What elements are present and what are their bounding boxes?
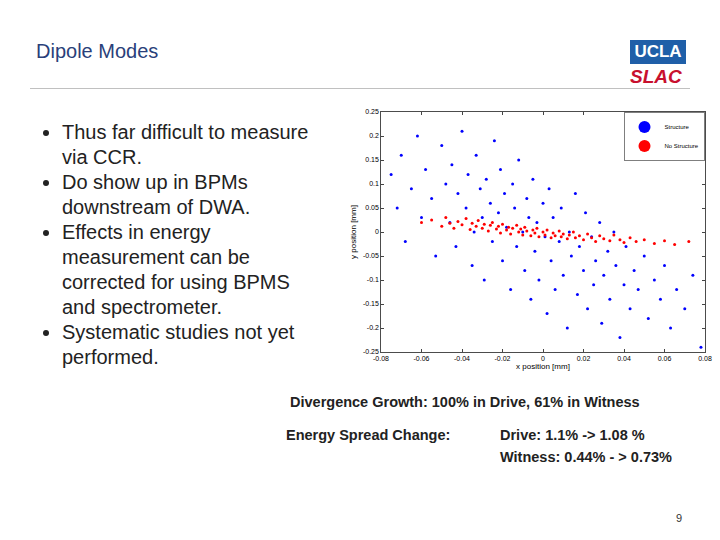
svg-text:-0.06: -0.06 bbox=[414, 355, 430, 362]
html-text:9: 9 bbox=[676, 512, 683, 524]
html-text:UCLA: UCLA bbox=[634, 42, 682, 61]
svg-text:0.25: 0.25 bbox=[365, 108, 379, 115]
svg-text:-0.02: -0.02 bbox=[495, 355, 511, 362]
svg-text:y position [mm]: y position [mm] bbox=[349, 205, 358, 259]
svg-text:0.05: 0.05 bbox=[365, 204, 379, 211]
svg-text:0.08: 0.08 bbox=[698, 355, 712, 362]
svg-text:0.04: 0.04 bbox=[617, 355, 631, 362]
svg-text:0: 0 bbox=[541, 355, 545, 362]
svg-text:-0.15: -0.15 bbox=[363, 300, 379, 307]
svg-text:x position [mm]: x position [mm] bbox=[516, 362, 570, 371]
svg-text:-0.04: -0.04 bbox=[454, 355, 470, 362]
svg-text:0.06: 0.06 bbox=[658, 355, 672, 362]
svg-text:-0.1: -0.1 bbox=[367, 276, 379, 283]
html-text:Witness: 0.44% - > 0.73%: Witness: 0.44% - > 0.73% bbox=[500, 449, 672, 465]
svg-text:-0.2: -0.2 bbox=[367, 324, 379, 331]
svg-text:0.1: 0.1 bbox=[369, 180, 379, 187]
svg-text:No Structure: No Structure bbox=[665, 143, 699, 149]
svg-text:-0.25: -0.25 bbox=[363, 348, 379, 355]
html-text:Thus far difficult to measure: Thus far difficult to measure via CCR. bbox=[62, 121, 309, 168]
html-text:Systematic studies not yet per: Systematic studies not yet performed. bbox=[62, 321, 295, 368]
html-text:Dipole Modes: Dipole Modes bbox=[36, 40, 159, 62]
svg-text:Structure: Structure bbox=[665, 124, 690, 130]
svg-text:0.2: 0.2 bbox=[369, 132, 379, 139]
html-text:Divergence Growth: 100% in Dri: Divergence Growth: 100% in Drive, 61% in… bbox=[290, 394, 640, 410]
svg-text:0.02: 0.02 bbox=[577, 355, 591, 362]
html-text:Effects in energy measurement: Effects in energy measurement can be cor… bbox=[62, 221, 290, 318]
html-text:SLAC: SLAC bbox=[630, 66, 682, 87]
html-text:Energy Spread Change:: Energy Spread Change: bbox=[286, 427, 451, 443]
html-text:Drive: 1.1% -> 1.08 %: Drive: 1.1% -> 1.08 % bbox=[500, 427, 645, 443]
html-text:Do show up in BPMs downstream: Do show up in BPMs downstream of DWA. bbox=[62, 171, 251, 218]
svg-text:0.15: 0.15 bbox=[365, 156, 379, 163]
svg-text:-0.05: -0.05 bbox=[363, 252, 379, 259]
svg-text:-0.08: -0.08 bbox=[373, 355, 389, 362]
svg-text:0: 0 bbox=[375, 228, 379, 235]
